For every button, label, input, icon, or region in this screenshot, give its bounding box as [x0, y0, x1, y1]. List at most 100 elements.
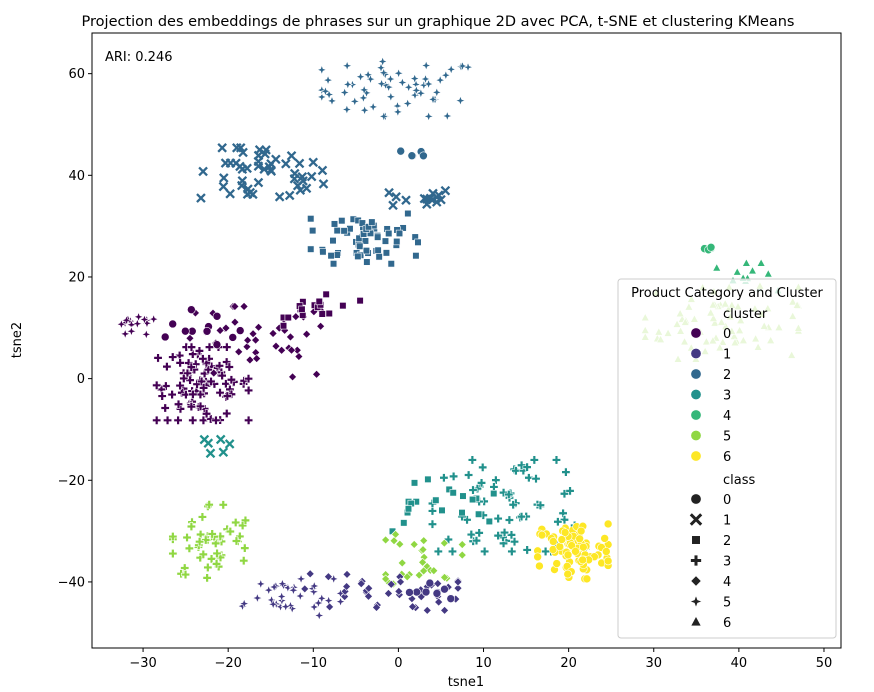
data-point-0-3 [173, 415, 183, 425]
data-point-3-2 [459, 492, 467, 500]
data-point-0-3 [175, 404, 185, 414]
data-point-0-4 [243, 335, 253, 345]
data-point-2-5 [385, 73, 396, 85]
data-point-2-1b [388, 200, 398, 211]
data-point-3-3 [517, 460, 527, 470]
data-point-3-3 [443, 535, 453, 545]
data-point-2-5 [362, 69, 374, 81]
data-point-2-5 [393, 67, 405, 79]
data-point-3-2 [424, 475, 432, 483]
data-point-2-2 [338, 217, 346, 225]
legend: Product Category and Cluster cluster cla… [617, 278, 837, 639]
data-point-1-4 [453, 577, 463, 587]
data-point-1-5 [268, 581, 280, 593]
data-point-2-5 [357, 92, 369, 104]
x-axis: −30 −20 −10 0 10 20 30 40 50 [129, 648, 832, 671]
data-point-3-3 [480, 546, 490, 556]
data-point-4-6 [732, 267, 742, 276]
data-point-2-1a [237, 175, 248, 186]
data-point-1-5 [263, 584, 275, 596]
data-point-2-1b [401, 195, 411, 205]
data-point-2-5 [454, 95, 466, 107]
data-point-2-1b [391, 192, 401, 202]
data-point-3-3 [499, 488, 509, 498]
data-point-5-4 [409, 540, 419, 549]
data-point-0-2 [279, 322, 288, 330]
data-point-1-4 [408, 602, 418, 612]
data-point-0-4 [248, 329, 258, 339]
data-point-0-3 [188, 349, 198, 359]
legend-cluster-label: 2 [723, 368, 731, 383]
data-point-3-1 [218, 447, 229, 458]
data-point-0-4 [277, 345, 287, 355]
data-point-2-5 [392, 106, 404, 118]
data-point-3-3 [551, 455, 561, 465]
data-point-3-3 [427, 506, 437, 516]
data-point-2-5 [326, 95, 338, 107]
data-point-0-3 [179, 373, 189, 383]
data-point-5-4 [389, 536, 399, 546]
data-point-0-3 [222, 391, 232, 401]
data-point-1-4 [325, 602, 335, 612]
data-point-2-5 [367, 101, 379, 113]
data-point-1-4 [364, 591, 373, 601]
data-point-1-4 [453, 583, 463, 593]
data-point-2-5 [341, 60, 353, 72]
data-point-0-3 [174, 399, 184, 409]
x-tick-label: 50 [816, 656, 833, 671]
y-axis: −40 −20 0 20 40 60 [58, 67, 92, 590]
data-point-3-3 [511, 466, 521, 476]
legend-class-marker [690, 615, 702, 627]
data-point-3-2 [469, 495, 477, 504]
data-point-3-1 [199, 434, 210, 445]
data-point-0-3 [167, 390, 177, 400]
data-point-3-3 [518, 466, 528, 476]
x-tick-label: 30 [645, 656, 662, 671]
data-point-0-5 [115, 318, 127, 330]
data-point-2-1a [286, 151, 297, 161]
data-point-2-1a [225, 189, 235, 199]
data-point-3-1 [224, 439, 235, 449]
data-point-0-2 [298, 305, 306, 313]
data-point-2-5 [378, 110, 390, 122]
data-point-2-1a [260, 149, 270, 159]
chart-title: Projection des embeddings de phrases sur… [82, 14, 795, 30]
data-point-2-2 [414, 238, 422, 246]
data-point-2-5 [423, 78, 435, 90]
data-point-5-3 [203, 562, 213, 572]
data-point-1-5 [276, 578, 288, 590]
data-point-6-0 [600, 534, 609, 543]
data-point-1-0 [425, 578, 435, 588]
data-point-1-4 [305, 569, 315, 579]
data-point-5-3 [204, 500, 214, 510]
data-point-4-6 [748, 266, 757, 275]
data-point-2-2 [329, 237, 337, 245]
data-point-2-0a [396, 146, 406, 156]
data-point-5-4 [440, 573, 449, 582]
data-point-3-2 [485, 517, 493, 526]
data-point-0-0 [212, 340, 222, 349]
data-point-6-0 [603, 556, 613, 566]
data-point-2-2 [319, 248, 327, 256]
ari-annotation: ARI: 0.246 [105, 50, 173, 65]
data-point-0-2 [325, 309, 333, 318]
data-point-2-5 [377, 55, 389, 67]
data-point-2-5 [420, 60, 432, 71]
data-point-0-2 [356, 297, 364, 305]
data-point-0-3 [163, 415, 173, 425]
data-point-0-0 [187, 305, 196, 314]
data-point-5-4 [439, 538, 449, 548]
data-point-2-5 [376, 78, 388, 90]
data-point-0-3 [153, 353, 163, 363]
data-point-0-5 [138, 313, 150, 325]
data-point-1-4 [422, 605, 432, 615]
x-tick-label: 0 [394, 656, 402, 671]
data-point-2-2 [329, 260, 338, 268]
data-point-2-1a [248, 189, 258, 200]
data-point-1-4 [342, 582, 352, 591]
data-point-2-2 [330, 220, 339, 228]
data-point-0-5 [133, 311, 145, 323]
data-point-5-4 [395, 539, 405, 549]
legend-class-label: 4 [723, 575, 731, 590]
data-point-2-1a [318, 179, 329, 189]
